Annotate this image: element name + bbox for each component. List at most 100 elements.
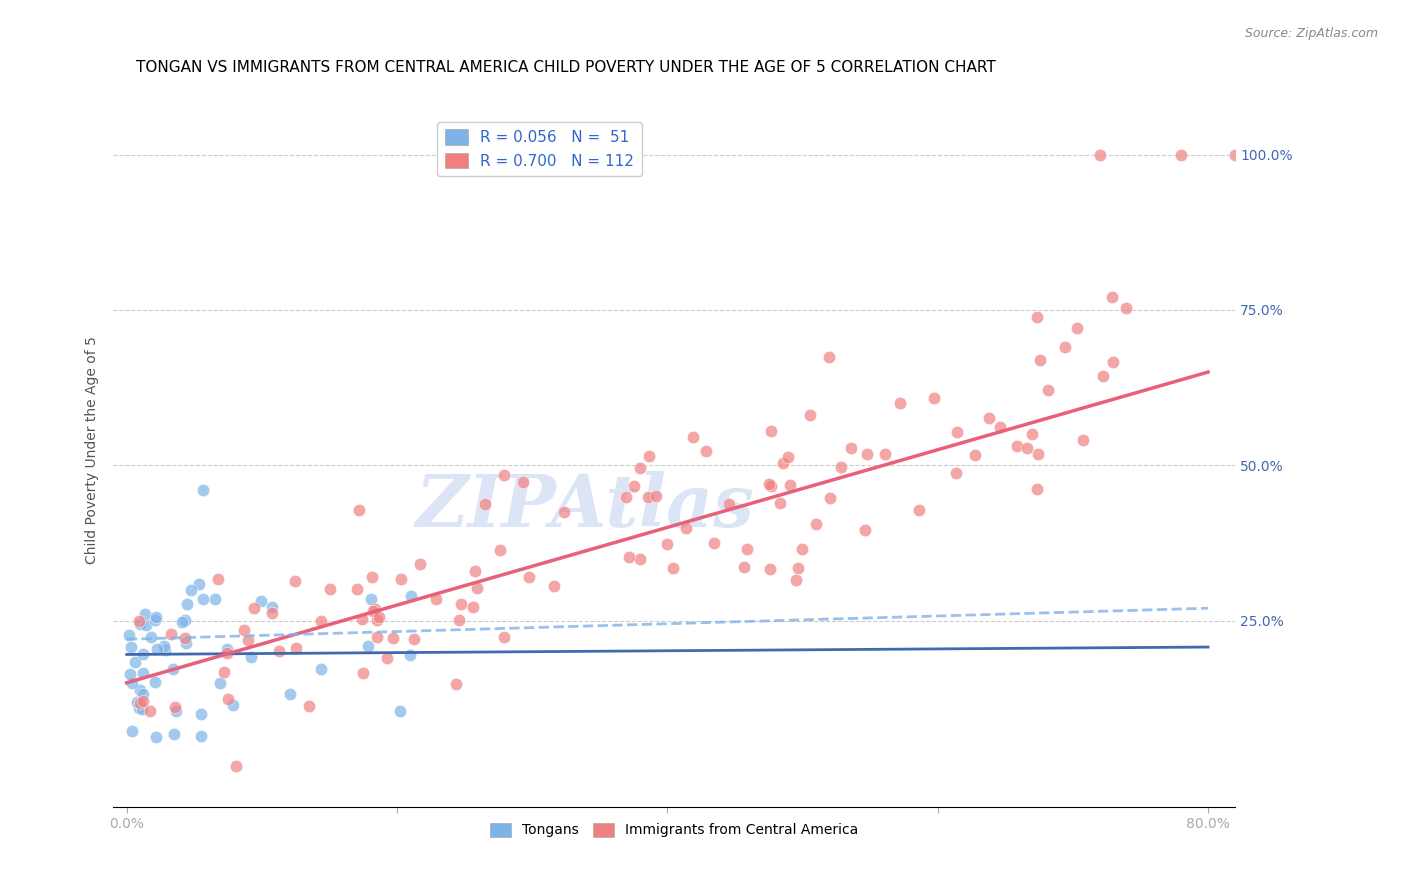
Point — [450, 597, 472, 611]
Point — [1029, 353, 1052, 368]
Point — [818, 491, 841, 505]
Point — [129, 617, 152, 632]
Point — [759, 562, 782, 576]
Point — [159, 627, 181, 641]
Point — [818, 350, 841, 364]
Point — [120, 640, 142, 654]
Point — [1115, 301, 1137, 316]
Point — [174, 613, 197, 627]
Point — [389, 572, 412, 586]
Point — [128, 614, 150, 628]
Point — [1026, 447, 1049, 461]
Point — [799, 409, 821, 423]
Point — [465, 581, 488, 595]
Point — [163, 727, 186, 741]
Point — [553, 505, 575, 519]
Point — [447, 613, 470, 627]
Point — [233, 623, 256, 637]
Point — [402, 632, 425, 646]
Point — [311, 614, 333, 628]
Point — [163, 699, 186, 714]
Point — [143, 613, 166, 627]
Point — [1036, 383, 1059, 397]
Point — [1223, 147, 1246, 161]
Point — [236, 633, 259, 648]
Point — [1088, 147, 1111, 161]
Point — [628, 460, 651, 475]
Point — [127, 696, 149, 710]
Point — [772, 456, 794, 470]
Point — [368, 609, 391, 624]
Point — [375, 651, 398, 665]
Point — [357, 640, 380, 654]
Point — [675, 521, 697, 535]
Point — [176, 597, 198, 611]
Point — [1005, 439, 1028, 453]
Point — [517, 570, 540, 584]
Point — [139, 704, 162, 718]
Point — [132, 647, 155, 661]
Point — [1101, 290, 1123, 304]
Point — [761, 479, 783, 493]
Point — [787, 561, 810, 575]
Point — [623, 478, 645, 492]
Point — [637, 490, 659, 504]
Point — [311, 662, 333, 676]
Point — [190, 730, 212, 744]
Point — [1025, 310, 1047, 324]
Point — [853, 523, 876, 537]
Point — [682, 430, 704, 444]
Point — [131, 701, 153, 715]
Point — [180, 583, 202, 598]
Point — [346, 582, 368, 596]
Point — [225, 758, 247, 772]
Point — [349, 503, 371, 517]
Legend: Tongans, Immigrants from Central America: Tongans, Immigrants from Central America — [485, 817, 863, 843]
Point — [134, 607, 156, 622]
Point — [1021, 427, 1043, 442]
Point — [128, 700, 150, 714]
Point — [1026, 482, 1049, 496]
Text: ZIPAtlas: ZIPAtlas — [415, 471, 754, 542]
Point — [839, 442, 862, 456]
Point — [776, 450, 799, 464]
Point — [644, 489, 666, 503]
Point — [945, 466, 967, 480]
Point — [1091, 368, 1114, 383]
Point — [425, 592, 447, 607]
Point — [1053, 341, 1076, 355]
Point — [1170, 147, 1192, 161]
Point — [488, 543, 510, 558]
Point — [963, 448, 986, 462]
Point — [474, 497, 496, 511]
Point — [207, 572, 229, 586]
Point — [129, 682, 152, 697]
Point — [132, 666, 155, 681]
Point — [222, 698, 245, 713]
Point — [146, 641, 169, 656]
Point — [135, 618, 157, 632]
Point — [249, 594, 271, 608]
Point — [717, 497, 740, 511]
Point — [284, 574, 307, 589]
Point — [285, 640, 308, 655]
Point — [512, 475, 534, 490]
Point — [922, 391, 945, 405]
Point — [319, 582, 342, 596]
Point — [364, 602, 387, 616]
Point — [785, 574, 807, 588]
Point — [118, 628, 141, 642]
Point — [463, 599, 485, 614]
Point — [118, 667, 141, 681]
Point — [350, 612, 373, 626]
Point — [733, 560, 755, 574]
Point — [240, 650, 263, 665]
Point — [260, 600, 283, 615]
Point — [662, 561, 685, 575]
Point — [121, 723, 143, 738]
Point — [190, 706, 212, 721]
Point — [382, 631, 405, 645]
Point — [703, 536, 725, 550]
Point — [1015, 441, 1038, 455]
Point — [243, 601, 266, 615]
